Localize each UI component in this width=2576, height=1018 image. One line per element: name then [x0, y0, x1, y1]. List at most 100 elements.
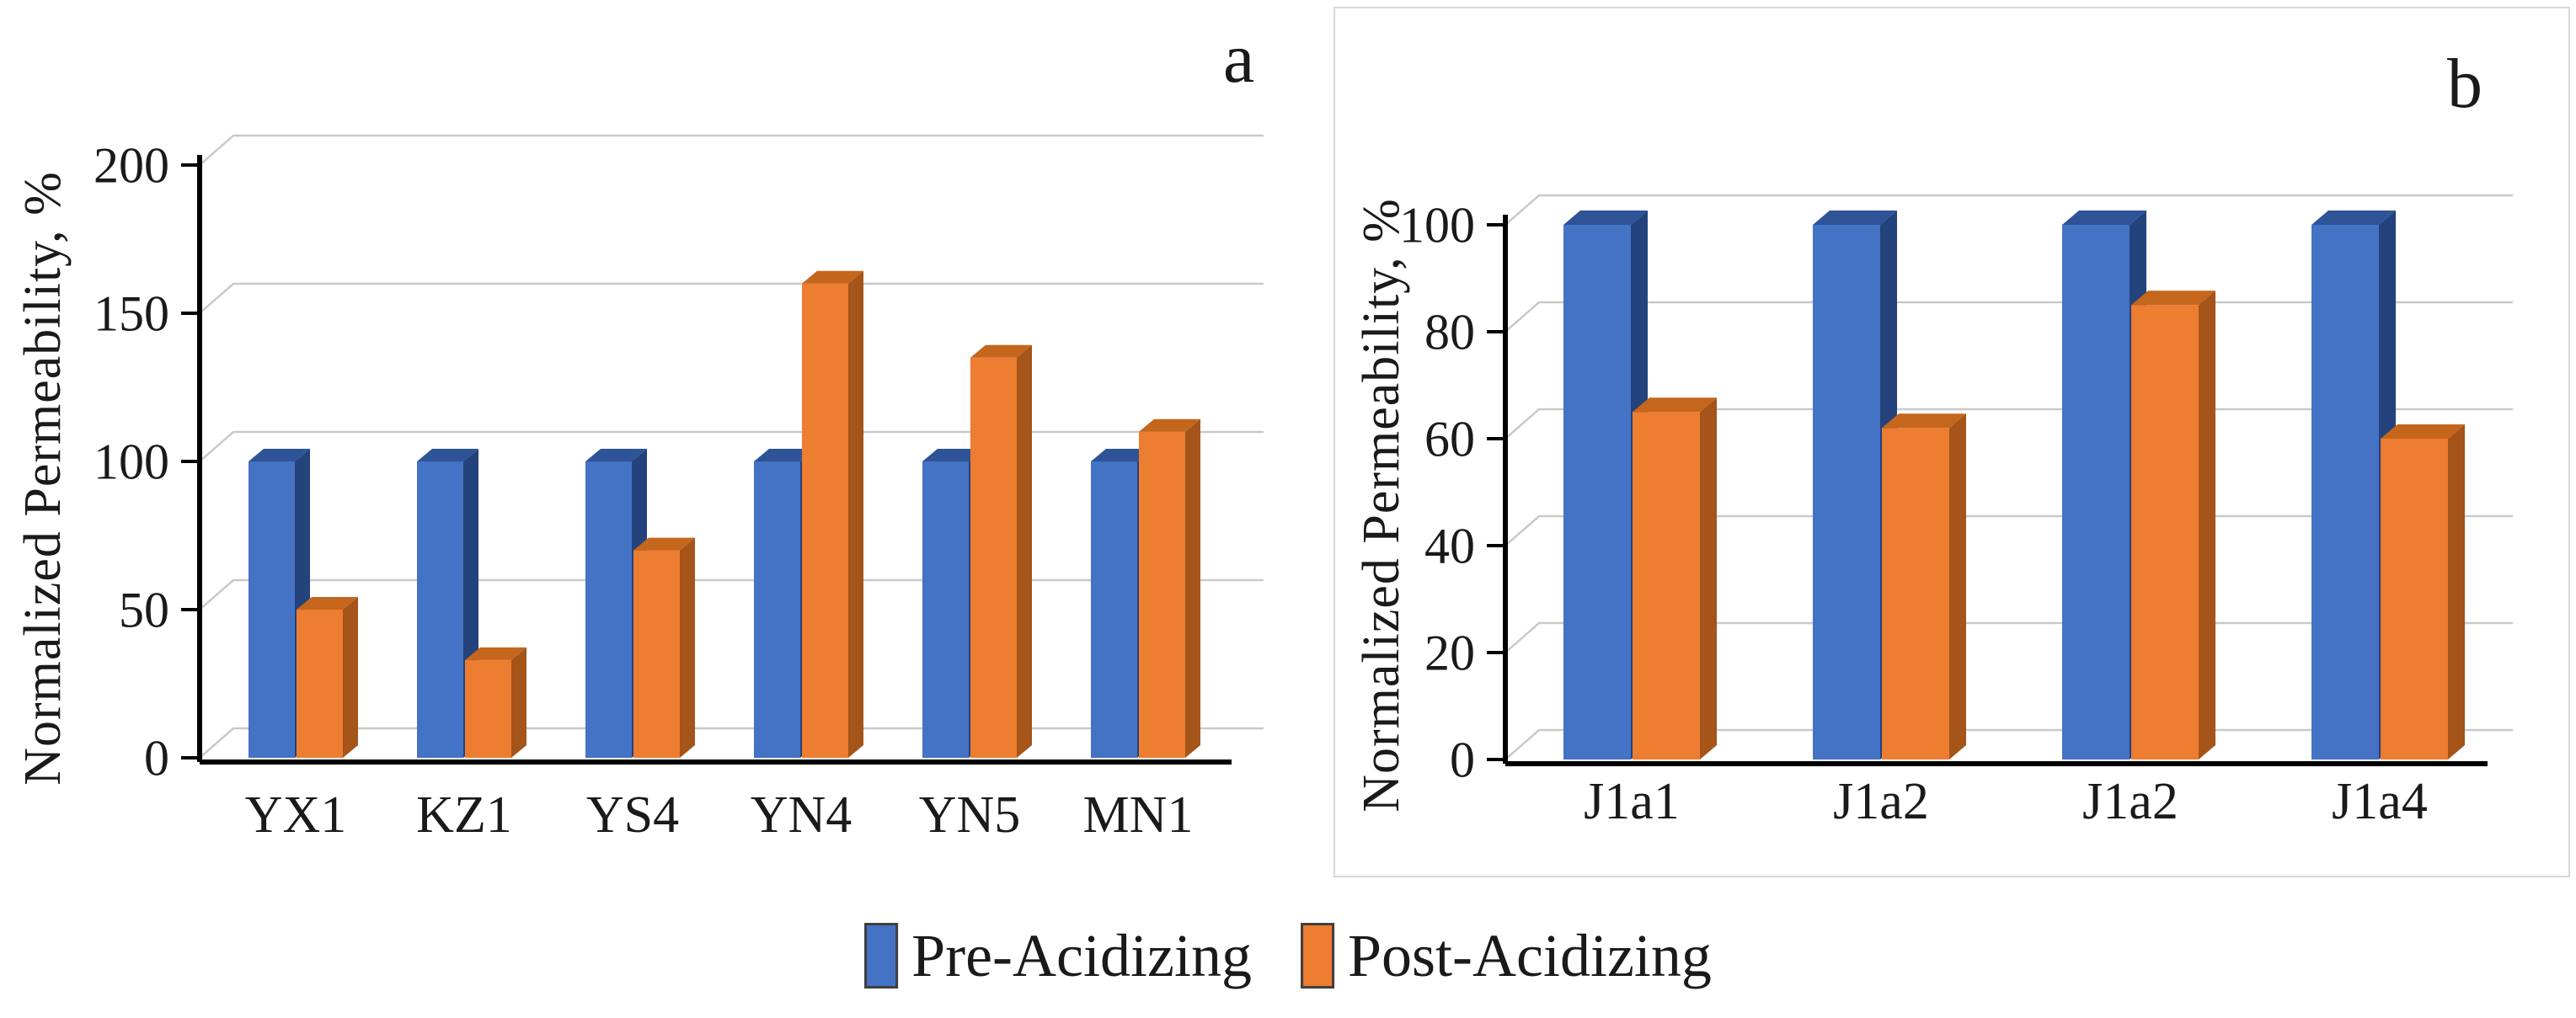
bar-front-face [1633, 412, 1700, 760]
y-tick-label-150: 150 [94, 285, 169, 341]
x-category-label-J1a1: J1a1 [1584, 773, 1680, 830]
bar-side-face [511, 647, 526, 758]
y-tick-label-40: 40 [1424, 518, 1475, 573]
bar-post-acidizing-J1a4-3 [2381, 424, 2465, 760]
bar-top-face [802, 270, 863, 284]
bar-top-face [297, 597, 358, 610]
y-tick-label-0: 0 [1450, 732, 1475, 787]
bar-side-face [1700, 397, 1717, 760]
y-tick-label-100: 100 [1399, 197, 1475, 253]
bar-post-acidizing-YN4-3 [802, 270, 863, 758]
chart-panel-a: Normalized Permeability, % 0 50 100 150 200 Y… [0, 0, 1318, 880]
bar-top-face [2381, 424, 2465, 439]
gridline-y-100 [199, 430, 1264, 462]
bar-post-acidizing-J1a2-1 [1882, 413, 1966, 760]
bar-top-face [922, 449, 984, 461]
legend-label-post-acidizing: Post-Acidizing [1347, 922, 1712, 989]
chart-b-plot: 0 20 40 60 80 100 J1a1 J1a2 J1a2 J1a4 [1399, 194, 2513, 830]
bar-top-face [633, 537, 695, 551]
legend-item-post-acidizing: Post-Acidizing [1300, 919, 1712, 992]
gridline-y-0 [199, 727, 1264, 759]
x-category-label-KZ1: KZ1 [416, 786, 512, 844]
chart-a-plot: 0 50 100 150 200 YX1 KZ1 YS4 YN4 YN5 MN1 [94, 134, 1264, 844]
bar-front-face [1813, 225, 1880, 760]
bar-top-face [1563, 211, 1648, 225]
y-tick-label-20: 20 [1424, 625, 1475, 680]
gridline-y-150 [199, 282, 1264, 314]
bar-side-face [1017, 344, 1032, 758]
bar-front-face [417, 461, 463, 758]
bar-front-face [2311, 225, 2379, 760]
panel-letter-a: a [1223, 19, 1255, 98]
legend-item-pre-acidizing: Pre-Acidizing [864, 919, 1252, 992]
y-tick-label-50: 50 [119, 582, 169, 637]
bar-top-face [1091, 449, 1152, 461]
bar-top-face [585, 449, 647, 461]
x-category-label-YX1: YX1 [245, 786, 347, 844]
bar-post-acidizing-YX1-0 [297, 597, 358, 758]
bar-front-face [2131, 305, 2199, 760]
bar-top-face [2311, 211, 2396, 225]
panel-letter-b: b [2447, 45, 2482, 123]
bar-front-face [465, 659, 511, 758]
x-category-label-YN5: YN5 [919, 786, 1021, 844]
bar-side-face [1185, 418, 1200, 758]
bar-post-acidizing-J1a1-0 [1633, 397, 1717, 760]
legend-label-pre-acidizing: Pre-Acidizing [911, 922, 1252, 989]
bar-top-face [1633, 397, 1717, 413]
x-category-label-J1a2: J1a2 [2082, 773, 2178, 830]
y-tick-label-80: 80 [1424, 304, 1475, 360]
bar-post-acidizing-YN5-4 [970, 344, 1032, 758]
x-axis-baseline [200, 760, 1232, 765]
bar-top-face [2062, 211, 2146, 225]
y-tick-label-100: 100 [94, 434, 169, 489]
gridline-y-50 [199, 578, 1264, 610]
gridline-y-200 [199, 134, 1264, 166]
bar-front-face [249, 461, 295, 758]
chart-panel-b: Normalized Permeability, % 0 20 40 60 80 100 J… [1333, 7, 2570, 877]
x-category-label-J1a4: J1a4 [2332, 773, 2428, 830]
y-tick-label-200: 200 [94, 137, 169, 193]
bar-front-face [802, 283, 848, 758]
bar-side-face [2199, 290, 2215, 760]
bar-side-face [680, 537, 695, 758]
bar-post-acidizing-MN1-5 [1139, 418, 1200, 758]
x-category-label-J1a2: J1a2 [1833, 773, 1929, 830]
legend-swatch-post-acidizing [1300, 923, 1334, 989]
bar-top-face [1882, 413, 1966, 429]
bar-side-face [1949, 413, 1966, 760]
bar-top-face [1139, 418, 1200, 432]
bar-top-face [417, 449, 478, 461]
bar-post-acidizing-KZ1-1 [465, 647, 526, 758]
bar-top-face [249, 449, 310, 461]
x-category-label-MN1: MN1 [1083, 786, 1194, 844]
bar-side-face [848, 270, 863, 758]
bar-front-face [585, 461, 632, 758]
bar-top-face [1813, 211, 1897, 225]
bar-post-acidizing-J1a2-2 [2131, 290, 2215, 760]
x-category-label-YS4: YS4 [586, 786, 679, 844]
bar-front-face [633, 550, 680, 758]
y-tick-label-0: 0 [144, 730, 169, 786]
bar-front-face [2381, 439, 2448, 760]
bar-top-face [754, 449, 815, 461]
bar-front-face [2062, 225, 2130, 760]
bar-front-face [1091, 461, 1137, 758]
bar-front-face [754, 461, 800, 758]
bar-top-face [970, 344, 1032, 358]
bar-side-face [343, 597, 358, 758]
bar-front-face [297, 610, 343, 758]
bar-top-face [465, 647, 526, 660]
bar-top-face [2131, 290, 2215, 306]
bar-front-face [1139, 431, 1185, 758]
bar-side-face [2448, 424, 2465, 760]
chart-legend: Pre-Acidizing Post-Acidizing [864, 919, 1712, 992]
x-axis-baseline [1505, 761, 2488, 766]
bar-post-acidizing-YS4-2 [633, 537, 695, 758]
bar-front-face [922, 461, 969, 758]
gridline-y-100 [1504, 194, 2513, 226]
bar-front-face [1882, 428, 1949, 760]
bar-front-face [1563, 225, 1631, 760]
x-category-label-YN4: YN4 [751, 786, 852, 844]
